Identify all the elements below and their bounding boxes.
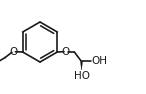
Text: O: O (9, 47, 18, 57)
Text: HO: HO (74, 71, 89, 81)
Polygon shape (81, 61, 82, 70)
Text: OH: OH (92, 56, 107, 66)
Text: O: O (62, 47, 70, 57)
